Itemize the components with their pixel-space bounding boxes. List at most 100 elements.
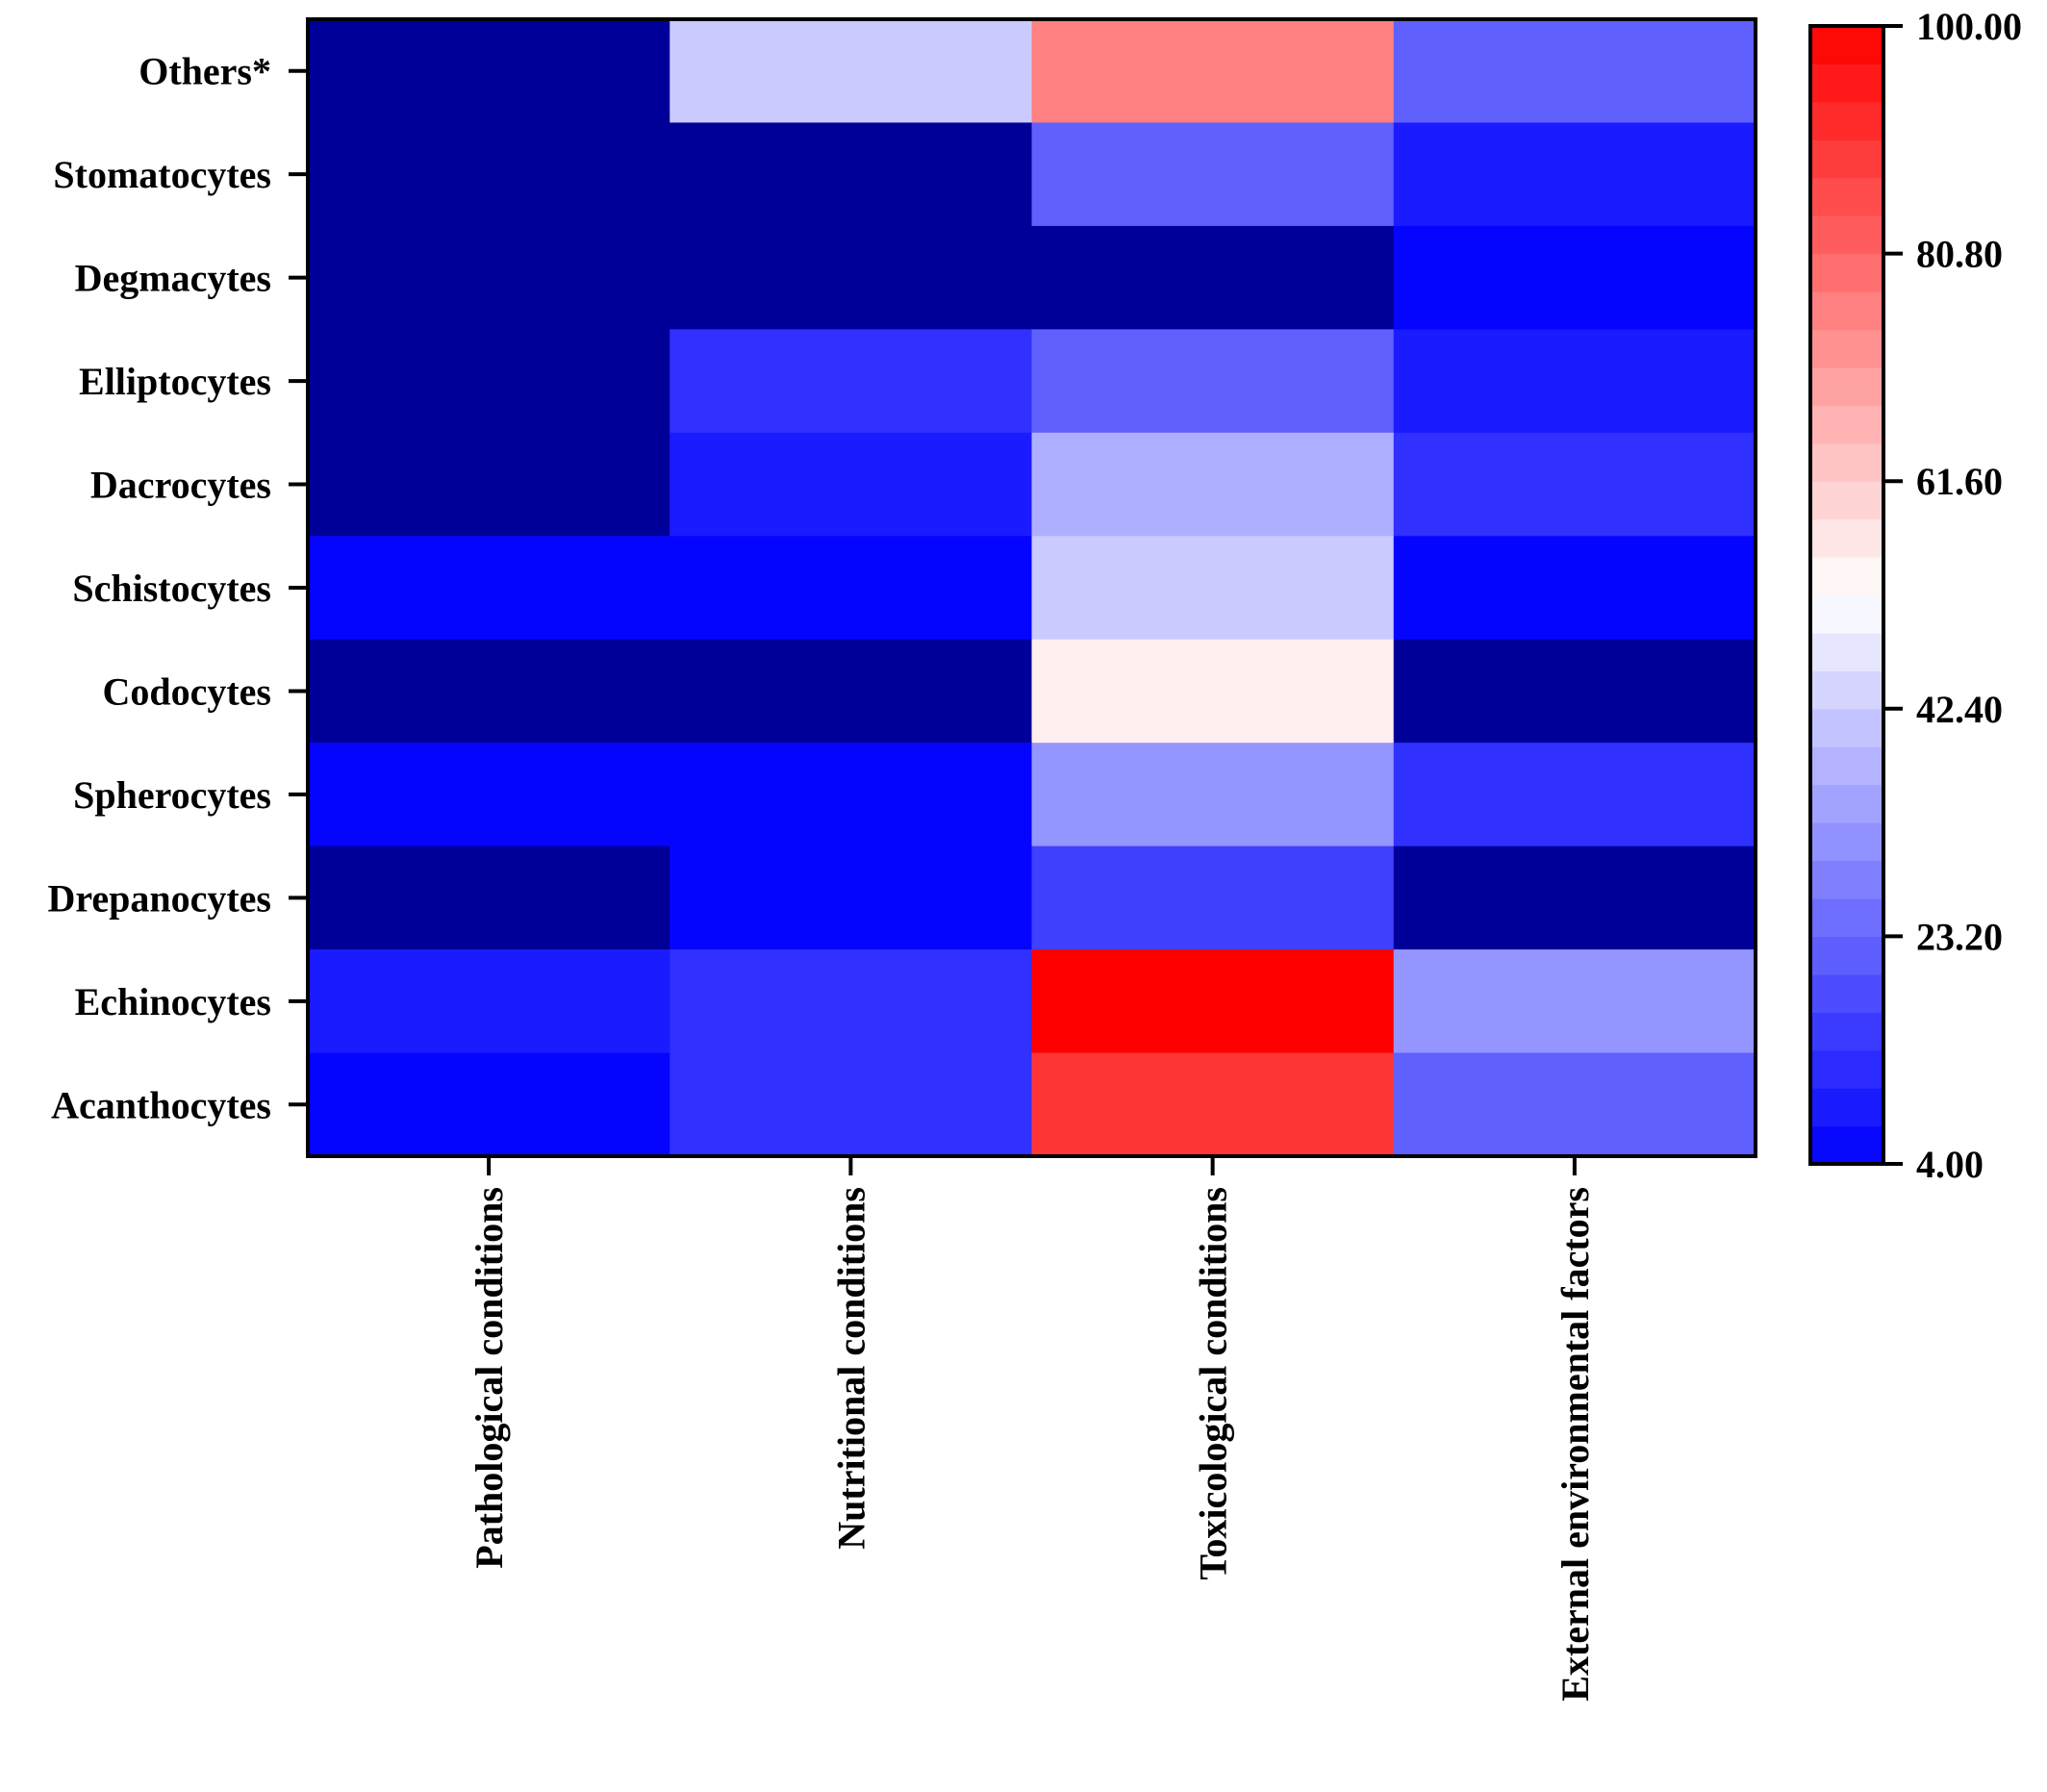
y-axis: Others* Stomatocytes Degmacytes Elliptocyte… <box>47 50 308 1126</box>
colorbar-step <box>1810 557 1883 596</box>
y-tick-label: Drepanocytes <box>47 876 271 920</box>
colorbar-step <box>1810 708 1883 747</box>
heatmap-cell <box>670 949 1032 1054</box>
heatmap-cell <box>670 432 1032 537</box>
colorbar-step <box>1810 366 1883 406</box>
x-tick-label: Nutritional conditions <box>829 1187 872 1550</box>
heatmap-cell <box>1393 536 1756 641</box>
colorbar-step <box>1810 973 1883 1013</box>
heatmap-cell <box>308 329 670 434</box>
colorbar-step <box>1810 1088 1883 1127</box>
colorbar-step <box>1810 291 1883 331</box>
colorbar-step <box>1810 1012 1883 1051</box>
heatmap-cell <box>1393 122 1756 227</box>
colorbar: 100.00 80.80 61.60 42.40 23.20 4.00 <box>1808 5 2022 1186</box>
colorbar-step <box>1810 632 1883 671</box>
heatmap-cell <box>1031 639 1395 744</box>
colorbar-frame <box>1808 24 1885 1166</box>
heatmap-cell <box>308 743 670 847</box>
heatmap-cell <box>1393 19 1756 123</box>
y-tick-label: Spherocytes <box>73 773 271 817</box>
heatmap-cell <box>1393 949 1756 1054</box>
heatmap-cell <box>1393 329 1756 434</box>
colorbar-step <box>1810 405 1883 444</box>
colorbar-step <box>1810 594 1883 634</box>
heatmap-cell <box>1031 122 1395 227</box>
heatmap-cell <box>670 329 1032 434</box>
colorbar-step <box>1810 139 1883 179</box>
heatmap-cell <box>1393 743 1756 847</box>
colorbar-tick-label: 61.60 <box>1916 460 2003 503</box>
heatmap-cell <box>1031 1052 1395 1157</box>
colorbar-step <box>1810 746 1883 786</box>
colorbar-step <box>1810 822 1883 862</box>
colorbar-tick-label: 42.40 <box>1916 688 2003 731</box>
colorbar-step <box>1810 936 1883 975</box>
colorbar-step <box>1810 63 1883 103</box>
heatmap-cell <box>308 949 670 1054</box>
x-tick-label: External environmental factors <box>1554 1187 1597 1702</box>
colorbar-step <box>1810 101 1883 140</box>
heatmap-cell <box>1393 225 1756 330</box>
y-tick-label: Elliptocytes <box>79 360 271 403</box>
heatmap-cell <box>1031 949 1395 1054</box>
colorbar-tick-label: 80.80 <box>1916 233 2003 276</box>
heatmap-cell <box>308 432 670 537</box>
colorbar-tick-label: 23.20 <box>1916 915 2003 958</box>
heatmap-cell <box>308 846 670 950</box>
y-tick-label: Codocytes <box>102 669 271 713</box>
heatmap-cell <box>670 743 1032 847</box>
heatmap-cell <box>1031 536 1395 641</box>
y-tick-label: Schistocytes <box>72 567 271 610</box>
heatmap-cell <box>308 225 670 330</box>
heatmap-cell <box>670 639 1032 744</box>
colorbar-step <box>1810 784 1883 823</box>
x-tick-label: Toxicological conditions <box>1192 1187 1235 1580</box>
heatmap-cell <box>1031 432 1395 537</box>
x-tick-label: Pathological conditions <box>468 1187 511 1569</box>
heatmap-cell <box>1031 846 1395 950</box>
x-axis: Pathological conditions Nutritional condi… <box>468 1156 1597 1702</box>
y-tick-label: Echinocytes <box>75 980 271 1023</box>
heatmap-cell <box>308 639 670 744</box>
colorbar-step <box>1810 1049 1883 1089</box>
y-tick-label: Degmacytes <box>75 257 271 300</box>
heatmap-cell <box>308 19 670 123</box>
heatmap-cell <box>1031 329 1395 434</box>
heatmap-cell <box>1393 846 1756 950</box>
heatmap-cell <box>308 1052 670 1157</box>
colorbar-step <box>1810 897 1883 937</box>
heatmap-cell <box>670 536 1032 641</box>
y-tick-label: Stomatocytes <box>53 153 271 196</box>
heatmap-cell <box>670 846 1032 950</box>
heatmap-cell <box>308 122 670 227</box>
colorbar-tick-label: 4.00 <box>1916 1143 1984 1186</box>
heatmap-cells <box>308 19 1756 1157</box>
heatmap-cell <box>670 225 1032 330</box>
colorbar-step <box>1810 26 1883 65</box>
y-tick-label: Acanthocytes <box>51 1083 271 1126</box>
colorbar-step <box>1810 481 1883 520</box>
heatmap-cell <box>1393 1052 1756 1157</box>
colorbar-step <box>1810 177 1883 216</box>
colorbar-step <box>1810 442 1883 482</box>
heatmap-cell <box>1393 639 1756 744</box>
colorbar-step <box>1810 670 1883 710</box>
colorbar-step <box>1810 215 1883 255</box>
y-tick-label: Others* <box>139 50 271 93</box>
colorbar-step <box>1810 253 1883 292</box>
heatmap-cell <box>1031 19 1395 123</box>
colorbar-step <box>1810 518 1883 558</box>
colorbar-step <box>1810 860 1883 899</box>
colorbar-step <box>1810 1125 1883 1165</box>
heatmap-cell <box>1031 743 1395 847</box>
heatmap-cell <box>670 19 1032 123</box>
heatmap-cell <box>308 536 670 641</box>
colorbar-tick-label: 100.00 <box>1916 5 2022 48</box>
y-tick-label: Dacrocytes <box>90 464 271 507</box>
heatmap-cell <box>1393 432 1756 537</box>
heatmap-cell <box>1031 225 1395 330</box>
colorbar-step <box>1810 329 1883 368</box>
heatmap-cell <box>670 122 1032 227</box>
